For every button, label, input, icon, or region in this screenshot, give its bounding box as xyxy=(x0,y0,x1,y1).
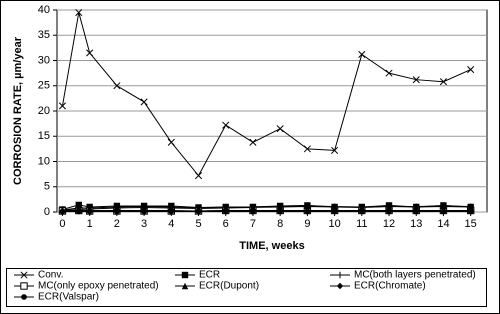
marker xyxy=(440,208,447,215)
marker xyxy=(467,208,474,215)
y-tick-label: 35 xyxy=(38,29,50,41)
x-tick-label: 6 xyxy=(223,218,229,230)
marker xyxy=(167,138,175,146)
x-tick-label: 8 xyxy=(277,218,283,230)
x-tick-label: 0 xyxy=(59,218,65,230)
marker xyxy=(358,208,365,215)
marker xyxy=(113,203,121,211)
legend-label: Conv. xyxy=(38,270,63,281)
x-tick-label: 9 xyxy=(304,218,310,230)
x-tick-label: 14 xyxy=(437,218,449,230)
y-tick-label: 0 xyxy=(44,206,50,218)
marker xyxy=(86,208,93,215)
x-tick-label: 5 xyxy=(195,218,201,230)
marker xyxy=(276,125,284,133)
legend-label: ECR(Chromate) xyxy=(354,281,426,292)
marker xyxy=(75,8,83,17)
marker xyxy=(140,203,148,210)
marker xyxy=(304,208,311,215)
marker xyxy=(249,203,257,211)
marker xyxy=(222,208,229,215)
marker xyxy=(195,208,202,215)
marker xyxy=(440,202,447,210)
marker xyxy=(331,203,338,210)
x-tick-label: 12 xyxy=(383,218,395,230)
x-tick-label: 15 xyxy=(465,218,477,230)
marker xyxy=(358,50,366,58)
marker xyxy=(58,102,66,110)
legend-marker xyxy=(20,271,28,279)
x-tick-label: 3 xyxy=(141,218,147,230)
y-tick-label: 30 xyxy=(38,54,50,66)
marker xyxy=(331,208,338,215)
marker xyxy=(467,203,474,210)
y-axis-title: CORROSION RATE, µm/year xyxy=(12,36,24,185)
marker xyxy=(304,202,311,210)
legend-marker xyxy=(181,282,189,290)
legend-marker xyxy=(181,271,189,279)
legend-label: MC(only epoxy penetrated) xyxy=(38,281,159,292)
y-tick-label: 10 xyxy=(38,155,50,167)
marker xyxy=(113,82,121,90)
legend-marker xyxy=(21,294,27,300)
marker xyxy=(413,208,420,215)
marker xyxy=(331,146,339,154)
marker xyxy=(439,78,448,86)
x-tick-label: 10 xyxy=(328,218,340,230)
x-tick-label: 13 xyxy=(410,218,422,230)
marker xyxy=(467,66,475,74)
legend-label: ECR(Dupont) xyxy=(199,281,259,292)
marker xyxy=(412,76,420,84)
marker xyxy=(113,208,120,215)
y-tick-label: 15 xyxy=(38,130,50,142)
legend xyxy=(6,268,487,307)
legend-label: ECR xyxy=(199,270,220,281)
marker xyxy=(276,203,284,210)
y-tick-label: 40 xyxy=(38,4,50,16)
series-line xyxy=(62,209,471,212)
marker xyxy=(86,49,94,57)
y-tick-label: 5 xyxy=(44,181,50,193)
x-axis-title: TIME, weeks xyxy=(239,240,304,252)
legend-marker xyxy=(336,282,344,290)
marker xyxy=(222,203,229,211)
marker xyxy=(249,138,257,146)
x-tick-label: 2 xyxy=(114,218,120,230)
marker xyxy=(141,208,147,215)
marker xyxy=(385,203,393,210)
marker xyxy=(194,172,203,180)
x-tick-label: 7 xyxy=(250,218,256,230)
x-tick-label: 1 xyxy=(87,218,93,230)
marker xyxy=(277,208,284,215)
marker xyxy=(222,121,230,129)
marker xyxy=(59,208,66,215)
y-tick-label: 25 xyxy=(38,80,50,92)
y-tick-label: 20 xyxy=(38,105,50,117)
marker xyxy=(168,208,175,215)
legend-label: MC(both layers penetrated) xyxy=(354,270,476,281)
marker xyxy=(250,208,256,215)
x-tick-label: 4 xyxy=(168,218,174,230)
marker xyxy=(413,203,420,210)
marker xyxy=(75,208,82,215)
x-tick-label: 11 xyxy=(356,218,367,230)
marker xyxy=(386,208,392,215)
legend-marker xyxy=(20,282,28,290)
legend-label: ECR(Valspar) xyxy=(38,292,99,303)
marker xyxy=(168,203,175,211)
marker xyxy=(385,69,393,77)
legend-marker xyxy=(336,271,344,279)
marker xyxy=(303,145,311,153)
marker xyxy=(358,203,366,211)
marker xyxy=(140,98,148,106)
